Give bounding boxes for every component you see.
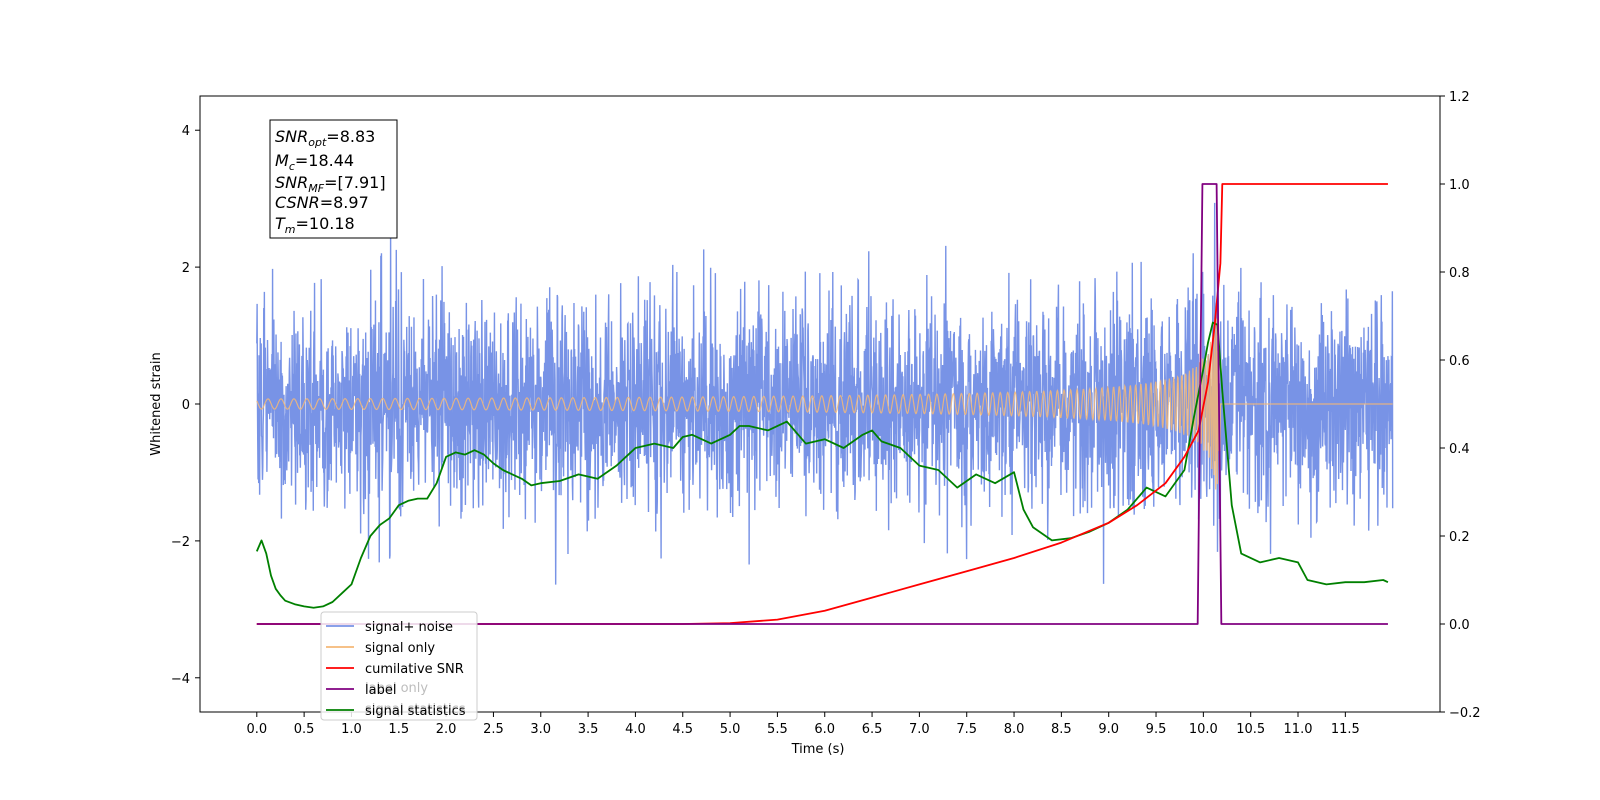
series-signal-statistics [255,321,1389,609]
x-axis-label: Time (s) [791,742,845,757]
y-tick-label-4: −4 [171,672,190,687]
legend-overlap-text-0: label only [365,681,428,696]
x-tick-label-5: 2.5 [483,722,504,737]
legend-frame [320,611,478,721]
x-tick-label-12: 6.0 [814,722,835,737]
x-tick-label-14: 7.0 [909,722,930,737]
series-signal-noise [256,202,1394,585]
y-axis-label: Whitened strain [149,352,164,455]
x-tick-label-7: 3.5 [578,722,599,737]
legend-entry-2: cumilative SNR [365,662,464,677]
legend-overlap-text-1: signal statistics [365,702,466,717]
y2-tick-label-7: −0.2 [1449,706,1481,721]
x-tick-label-16: 8.0 [1004,722,1025,737]
x-tick-label-19: 9.5 [1146,722,1167,737]
info-box-frame [269,119,398,239]
x-tick-label-17: 8.5 [1051,722,1072,737]
y-axis-right: 1.2 1.0 0.8 0.6 0.4 0.2 0.0 −0.2 [1440,90,1481,721]
x-tick-label-23: 11.5 [1331,722,1360,737]
y2-tick-label-2: 0.8 [1449,266,1470,281]
y-tick-label-2: 0 [182,398,190,413]
info-csnr: CSNR=8.97 [275,193,369,212]
y-tick-label-3: −2 [171,535,190,550]
y-tick-label-0: 4 [182,124,190,139]
x-tick-label-6: 3.0 [530,722,551,737]
x-tick-label-4: 2.0 [436,722,457,737]
y2-tick-label-0: 1.2 [1449,90,1470,105]
legend-entry-3: label [365,683,396,698]
y-tick-label-1: 2 [182,261,190,276]
x-tick-label-21: 10.5 [1236,722,1265,737]
series-signal-only [256,318,1393,490]
x-tick-label-0: 0.0 [246,722,267,737]
info-mc: Mc=18.44 [275,151,354,173]
info-box: SNRopt=8.83 Mc=18.44 SNRMF=[7.91] CSNR=8… [269,119,398,239]
y-axis-left: 4 2 0 −2 −4 [171,124,200,687]
y2-tick-label-6: 0.0 [1449,618,1470,633]
plot-area [255,183,1394,625]
y2-tick-label-4: 0.4 [1449,442,1470,457]
x-tick-label-13: 6.5 [862,722,883,737]
x-tick-label-10: 5.0 [720,722,741,737]
x-tick-label-2: 1.0 [341,722,362,737]
x-tick-label-1: 0.5 [294,722,315,737]
x-tick-label-9: 4.5 [672,722,693,737]
series-cumilative-snr [256,183,1388,625]
y2-tick-label-5: 0.2 [1449,530,1470,545]
legend-entry-1: signal only [365,641,435,656]
info-snr-mf: SNRMF=[7.91] [275,173,386,195]
legend-entry-4: signal statistics [365,704,466,719]
legend: label only signal statistics signal+ noi… [320,611,478,721]
x-tick-label-11: 5.5 [767,722,788,737]
legend-entry-0: signal+ noise [365,620,453,635]
info-snr-opt: SNRopt=8.83 [275,127,375,149]
x-axis: 0.0 0.5 1.0 1.5 2.0 2.5 3.0 3.5 4.0 4.5 5.0 5.5 6.0 6… [246,712,1360,737]
x-tick-label-3: 1.5 [388,722,409,737]
x-tick-label-8: 4.0 [625,722,646,737]
x-tick-label-18: 9.0 [1098,722,1119,737]
x-tick-label-20: 10.0 [1189,722,1218,737]
y2-tick-label-1: 1.0 [1449,178,1470,193]
x-tick-label-15: 7.5 [956,722,977,737]
series-label [256,183,1388,625]
info-tm: Tm=10.18 [275,214,355,236]
y2-tick-label-3: 0.6 [1449,354,1470,369]
x-tick-label-22: 11.0 [1284,722,1313,737]
